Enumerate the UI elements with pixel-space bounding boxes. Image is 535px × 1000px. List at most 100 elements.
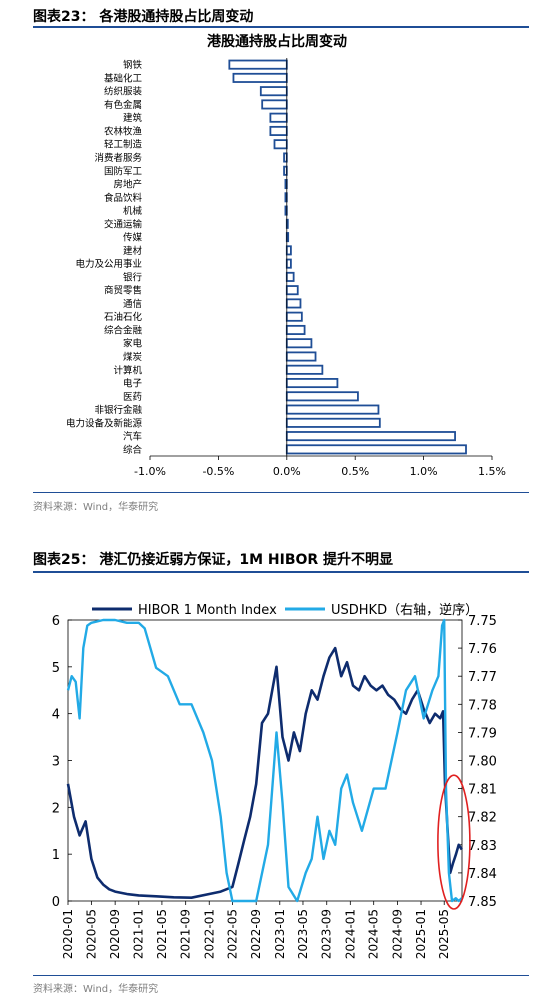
category-label: 煤炭 [123,351,143,363]
x-tick-label: 2022-09 [249,909,263,959]
category-label: 综合金融 [104,324,143,336]
bar-chart-title: 港股通持股占比周变动 [207,33,347,50]
category-label: 房地产 [113,179,142,191]
bar-电力及公用事业 [285,258,292,269]
bar-银行 [285,271,295,282]
category-label: 计算机 [113,364,142,376]
category-label: 银行 [123,271,143,283]
x-tick-label: 2021-05 [155,909,169,959]
bar-chart: 港股通持股占比周变动钢铁基础化工纺织服装有色金属建筑农林牧渔轻工制造消费者服务国… [66,33,506,478]
x-tick-label: 1.5% [478,465,506,478]
bar-农林牧渔 [269,125,288,136]
y-tick-label: 4 [52,708,60,723]
bar-通信 [285,298,302,309]
y2-tick-label: 7.77 [468,670,497,685]
category-label: 商贸零售 [104,285,142,297]
category-label: 农林牧渔 [104,125,143,137]
x-tick-label: 2020-05 [84,909,98,959]
x-tick-label: 2025-05 [437,909,451,959]
category-label: 国防军工 [104,165,143,177]
hibor-line [66,646,463,899]
category-label: 汽车 [123,431,142,443]
bar-国防军工 [283,165,288,176]
y2-tick-label: 7.81 [468,783,497,798]
category-label: 电力设备及新能源 [66,417,143,429]
x-tick-label: 2024-01 [343,909,357,959]
x-tick-label: -0.5% [202,465,234,478]
category-label: 家电 [123,338,143,350]
bar-消费者服务 [283,152,288,163]
x-tick-label: 2024-05 [367,909,381,959]
bar-轻工制造 [273,139,288,150]
figure-25-top-rule [33,571,529,573]
category-label: 建材 [123,245,143,257]
category-label: 电力及公用事业 [75,258,142,270]
x-tick-label: 2024-09 [390,909,404,959]
x-tick-label: 2020-01 [61,909,75,959]
bar-建筑 [269,112,288,123]
figure-23-title: 图表23： 各港股通持股占比周变动 [33,9,254,25]
figure-23-top-rule [33,26,529,28]
y-tick-label: 0 [52,895,60,910]
bar-建材 [285,245,292,256]
bar-综合 [285,444,467,455]
x-tick-label: 2023-09 [320,909,334,959]
y-tick-label: 6 [52,614,60,629]
category-label: 食品饮料 [104,192,143,204]
x-tick-label: 2023-01 [273,909,287,959]
category-label: 交通运输 [104,218,143,230]
legend-label: HIBOR 1 Month Index [138,603,277,618]
figure-25-title: 图表25： 港汇仍接近弱方保证，1M HIBOR 提升不明显 [33,552,394,568]
category-label: 机械 [123,205,143,217]
line-chart: 0 1 2 3 4 5 6 7.75 7.76 7.77 7.78 7.79 7.80 7.81 7.82 7… [52,602,497,959]
bar-非银行金融 [285,404,380,415]
y2-tick-label: 7.79 [468,726,497,741]
y-tick-label: 1 [52,848,60,863]
y-tick-label: 2 [52,801,60,816]
figure-25-source: 资料来源：Wind，华泰研究 [33,984,159,995]
x-tick-label: 2022-05 [225,909,239,959]
bar-电子 [285,378,339,389]
category-label: 建筑 [123,112,143,124]
bar-钢铁 [228,59,288,70]
y-tick-label: 3 [52,755,60,770]
x-tick-label: 2022-01 [202,909,216,959]
y2-tick-label: 7.84 [468,867,497,882]
y2-tick-label: 7.85 [468,895,497,910]
x-tick-label: 2021-01 [132,909,146,959]
x-tick-label: 0.5% [341,465,369,478]
category-label: 基础化工 [104,72,143,84]
category-label: 石油石化 [104,311,143,323]
highlight-ellipse [437,774,471,910]
usdhkd-line [66,618,463,903]
x-tick-label: -1.0% [134,465,166,478]
bar-基础化工 [232,72,288,83]
bar-医药 [285,391,359,402]
bar-计算机 [285,364,324,375]
bar-煤炭 [285,351,317,362]
x-tick-label: 2020-09 [108,909,122,959]
x-tick-label: 0.0% [273,465,301,478]
y2-tick-label: 7.80 [468,755,497,770]
category-label: 医药 [123,392,142,403]
figure-25-bottom-rule [33,975,529,976]
category-label: 轻工制造 [104,139,143,151]
x-tick-label: 2025-01 [414,909,428,959]
y2-tick-label: 7.82 [468,811,497,826]
category-label: 钢铁 [123,59,143,71]
y2-tick-label: 7.76 [468,642,497,657]
bar-有色金属 [261,99,288,110]
y2-tick-label: 7.83 [468,839,497,854]
x-tick-label: 2021-09 [179,909,193,959]
legend-label: USDHKD（右轴，逆序） [331,602,478,618]
category-label: 电子 [123,378,143,390]
bar-商贸零售 [285,285,299,296]
bar-电力设备及新能源 [285,417,381,428]
bar-综合金融 [285,324,306,335]
figure-23-source: 资料来源：Wind，华泰研究 [33,502,159,513]
category-label: 有色金属 [104,99,142,111]
bar-家电 [285,338,313,349]
y2-tick-label: 7.78 [468,698,497,713]
figure-23-bottom-rule [33,492,529,493]
category-label: 消费者服务 [94,152,142,164]
